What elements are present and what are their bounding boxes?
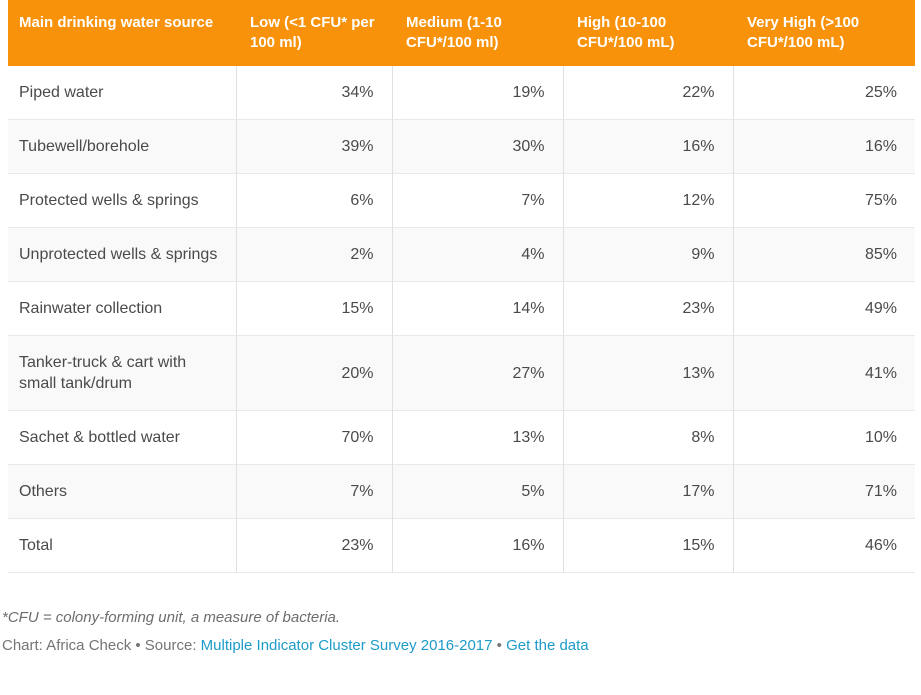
cell-very-high: 10%	[732, 410, 915, 465]
credit-prefix: Chart: Africa Check • Source:	[2, 637, 201, 654]
cell-medium: 30%	[391, 119, 563, 174]
cell-high: 22%	[562, 66, 733, 120]
cell-very-high: 41%	[732, 335, 915, 411]
table-row-protected-wells: Protected wells & springs 6% 7% 12% 75%	[8, 173, 915, 228]
cell-very-high: 85%	[732, 227, 915, 282]
cell-very-high: 49%	[732, 281, 915, 336]
cell-medium: 13%	[391, 410, 563, 465]
cell-medium: 7%	[391, 173, 563, 228]
credits-line: Chart: Africa Check • Source: Multiple I…	[2, 637, 921, 654]
cell-high: 17%	[562, 464, 733, 519]
cell-high: 9%	[562, 227, 733, 282]
cell-low: 70%	[235, 410, 392, 465]
row-label: Tanker-truck & cart with small tank/drum	[19, 354, 187, 392]
cell-medium: 14%	[391, 281, 563, 336]
column-header-medium: Medium (1-10 CFU*/100 ml)	[392, 0, 563, 66]
cell-very-high: 46%	[732, 518, 915, 573]
cell-low: 34%	[235, 66, 392, 120]
row-label: Tubewell/borehole	[19, 138, 150, 155]
header-row: Main drinking water source Low (<1 CFU* …	[8, 0, 915, 66]
cell-medium: 5%	[391, 464, 563, 519]
chart-footer: *CFU = colony-forming unit, a measure of…	[2, 609, 921, 654]
column-header-source: Main drinking water source	[8, 0, 236, 66]
cell-low: 7%	[235, 464, 392, 519]
row-label: Rainwater collection	[19, 300, 163, 317]
cell-medium: 27%	[391, 335, 563, 411]
cell-very-high: 16%	[732, 119, 915, 174]
cell-high: 15%	[562, 518, 733, 573]
row-label: Sachet & bottled water	[19, 429, 180, 446]
cell-very-high: 75%	[732, 173, 915, 228]
cell-high: 13%	[562, 335, 733, 411]
table-row-tanker-truck: Tanker-truck & cart with small tank/drum…	[8, 335, 915, 411]
credit-separator: •	[492, 637, 507, 654]
row-label: Total	[19, 537, 53, 554]
table-row-unprotected-wells: Unprotected wells & springs 2% 4% 9% 85%	[8, 227, 915, 282]
column-header-low: Low (<1 CFU* per 100 ml)	[236, 0, 392, 66]
table-row-rainwater: Rainwater collection 15% 14% 23% 49%	[8, 281, 915, 336]
cell-high: 16%	[562, 119, 733, 174]
footnote: *CFU = colony-forming unit, a measure of…	[2, 609, 341, 626]
cell-low: 2%	[235, 227, 392, 282]
cell-medium: 4%	[391, 227, 563, 282]
water-quality-table-chart: Main drinking water source Low (<1 CFU* …	[2, 0, 921, 654]
column-header-high: High (10-100 CFU*/100 mL)	[563, 0, 733, 66]
table-row-piped-water: Piped water 34% 19% 22% 25%	[8, 66, 915, 120]
row-label: Protected wells & springs	[19, 192, 199, 209]
table-row-total: Total 23% 16% 15% 46%	[8, 518, 915, 573]
source-link[interactable]: Multiple Indicator Cluster Survey 2016-2…	[200, 637, 493, 654]
row-label: Piped water	[19, 84, 104, 101]
table-body: Piped water 34% 19% 22% 25% Tubewell/bor…	[8, 66, 915, 573]
table-header: Main drinking water source Low (<1 CFU* …	[8, 0, 915, 66]
cell-low: 23%	[235, 518, 392, 573]
cell-high: 8%	[562, 410, 733, 465]
get-the-data-link[interactable]: Get the data	[506, 637, 589, 654]
cell-low: 39%	[235, 119, 392, 174]
table-row-others: Others 7% 5% 17% 71%	[8, 464, 915, 519]
table-row-tubewell: Tubewell/borehole 39% 30% 16% 16%	[8, 119, 915, 174]
cell-low: 15%	[235, 281, 392, 336]
cell-very-high: 25%	[732, 66, 915, 120]
table-row-sachet-bottled: Sachet & bottled water 70% 13% 8% 10%	[8, 410, 915, 465]
cell-medium: 19%	[391, 66, 563, 120]
row-label: Others	[19, 483, 68, 500]
cell-medium: 16%	[391, 518, 563, 573]
cell-low: 6%	[235, 173, 392, 228]
cell-very-high: 71%	[732, 464, 915, 519]
cell-low: 20%	[235, 335, 392, 411]
water-quality-table: Main drinking water source Low (<1 CFU* …	[8, 0, 915, 573]
row-label: Unprotected wells & springs	[19, 246, 218, 263]
column-header-very-high: Very High (>100 CFU*/100 mL)	[733, 0, 915, 66]
cell-high: 12%	[562, 173, 733, 228]
cell-high: 23%	[562, 281, 733, 336]
